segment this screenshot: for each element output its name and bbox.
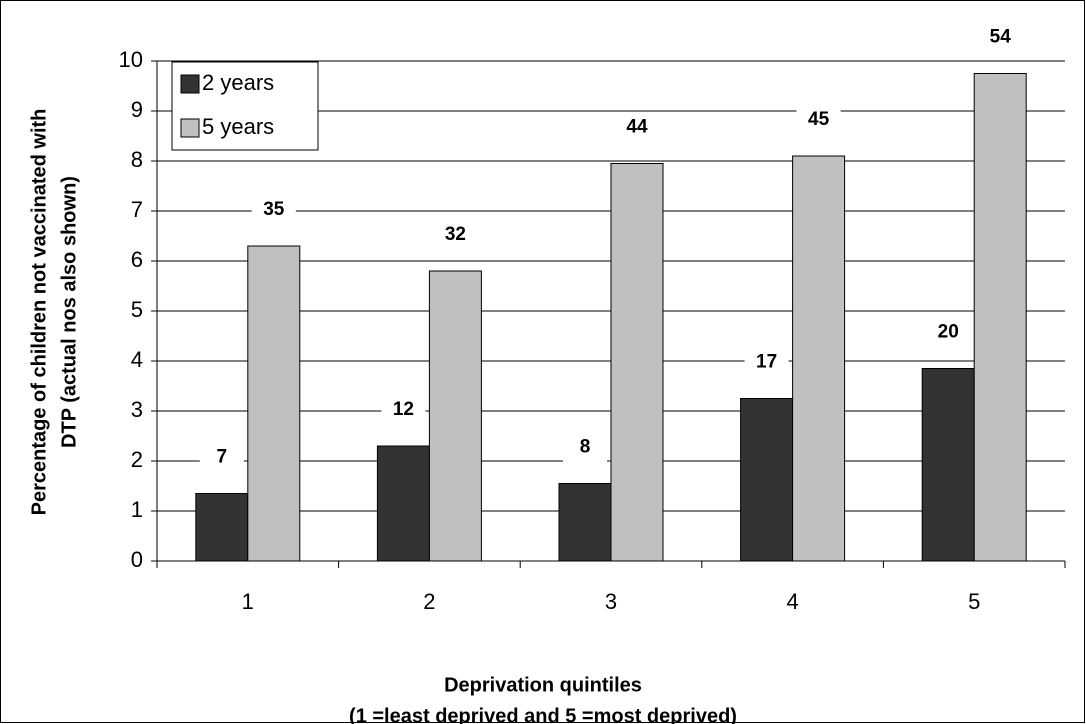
data-label: 20: [938, 322, 959, 343]
label-background: [744, 348, 789, 377]
bar: [195, 493, 249, 562]
y-tick-label: 8: [131, 147, 143, 172]
data-label: 32: [445, 224, 466, 245]
x-tick-label: 2: [423, 589, 435, 614]
data-label: 8: [580, 437, 591, 458]
label-background: [978, 23, 1023, 52]
bar: [376, 445, 430, 562]
bar: [558, 483, 612, 562]
label-background: [796, 106, 841, 134]
bar: [247, 245, 301, 562]
bar: [428, 270, 482, 562]
y-tick-label: 7: [131, 197, 143, 222]
y-tick-label: 5: [131, 297, 143, 322]
legend-swatch: [180, 74, 200, 94]
y-tick-label: 3: [131, 397, 143, 422]
y-tick-label: 6: [131, 247, 143, 272]
label-background: [433, 221, 478, 249]
bar: [610, 163, 664, 562]
x-tick-label: 1: [242, 589, 254, 614]
bar: [740, 398, 794, 562]
data-label: 45: [808, 109, 830, 130]
y-tick-label: 1: [131, 497, 143, 522]
x-tick-label: 5: [968, 589, 980, 614]
data-label: 17: [756, 352, 777, 373]
label-background: [381, 396, 426, 424]
y-tick-label: 4: [131, 347, 143, 372]
y-tick-label: 9: [131, 97, 143, 122]
legend-label: 2 years: [202, 70, 274, 95]
legend-label: 5 years: [202, 114, 274, 139]
x-tick-label: 4: [786, 589, 798, 614]
label-background: [251, 196, 296, 224]
data-label: 35: [263, 199, 285, 220]
y-tick-label: 0: [131, 547, 143, 572]
label-background: [615, 113, 659, 142]
data-label: 44: [626, 117, 648, 138]
bar: [792, 155, 846, 562]
x-axis-title: (1 =least deprived and 5 =most deprived): [349, 705, 737, 724]
label-background: [563, 433, 607, 462]
y-tick-label: 2: [131, 447, 143, 472]
data-label: 12: [393, 399, 414, 420]
bar: [921, 368, 975, 562]
data-label: 7: [217, 447, 228, 468]
bar: [973, 73, 1027, 562]
y-axis-title: Percentage of children not vaccinated wi…: [28, 109, 50, 516]
legend-swatch: [180, 118, 200, 138]
x-axis-title: Deprivation quintiles: [444, 674, 642, 696]
label-background: [926, 318, 971, 347]
data-label: 54: [990, 27, 1012, 48]
x-tick-label: 3: [605, 589, 617, 614]
y-axis-title: DTP (actual nos also shown): [58, 176, 80, 448]
label-background: [199, 443, 244, 472]
y-tick-label: 10: [119, 47, 143, 72]
